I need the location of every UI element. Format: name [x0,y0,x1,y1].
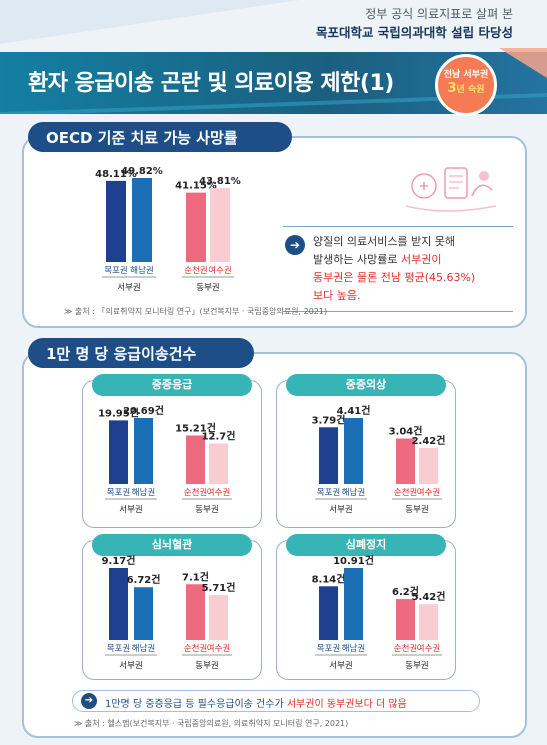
mortality-callout: ➔ 양질의 의료서비스를 받지 못해 발생하는 사망률로 서부권이 동부권은 물… [283,226,513,312]
group-label: 서부권 [117,282,140,293]
arrow-right-icon: ➔ [285,235,305,255]
bar-여수권 [209,595,228,640]
bar-해남권 [344,568,363,640]
value-label: 2.42건 [412,434,446,447]
value-label: 3.04건 [389,425,423,438]
value-label: 9.17건 [102,554,136,567]
category-label: 해남권 [132,487,155,498]
badge: 전남 서부권 3년 숙원 [435,54,497,116]
value-label: 5.42건 [412,590,446,603]
chart-title-cardio: 심뇌혈관 [92,534,252,556]
value-label: 48.11% [95,169,137,180]
value-label: 43.81% [199,176,241,187]
header: 정부 공식 의료지표로 살펴 본 목포대학교 국립의과대학 설립 타당성 [0,0,547,44]
category-label: 여수권 [207,643,230,654]
group-label: 서부권 [119,660,142,671]
category-label: 해남권 [130,265,153,276]
bar-목포권 [109,420,128,484]
value-label: 7.1건 [182,570,209,583]
bar-여수권 [419,447,438,484]
value-label: 8.14건 [312,572,346,585]
group-label: 동부권 [195,660,218,671]
bar-순천권 [186,584,205,640]
header-title: 목포대학교 국립의과대학 설립 타당성 [315,25,513,40]
chart-title-cardiac-arrest: 심폐정지 [286,534,446,556]
bar-목포권 [106,180,126,262]
category-label: 목포권 [104,265,127,276]
category-label: 여수권 [208,265,231,276]
value-label: 15.21건 [175,421,216,434]
category-label: 해남권 [342,643,365,654]
bar-여수권 [209,443,228,484]
value-label: 3.79건 [312,413,346,426]
transport-summary-note: ➔ 1만명 당 중증응급 등 필수응급이송 건수가 서부권이 동부권보다 더 많… [72,690,480,712]
badge-line2: 3년 숙원 [447,81,485,96]
category-label: 순천권 [394,643,417,654]
bar-순천권 [396,599,415,640]
bar-목포권 [319,586,338,640]
category-label: 순천권 [184,643,207,654]
group-label: 동부권 [405,660,428,671]
bar-순천권 [186,192,206,262]
bar-해남권 [344,418,363,484]
group-label: 서부권 [119,504,142,515]
arrow-right-icon: ➔ [81,693,97,709]
section-title-transport: 1만 명 당 응급이송건수 [28,338,254,368]
group-label: 서부권 [329,660,352,671]
page-title: 환자 응급이송 곤란 및 의료이용 제한(1) [28,71,394,96]
value-label: 20.69건 [123,404,164,417]
source-note-1: ≫ 출처 : 「의료취약지 모니터링 연구」(보건복지부 · 국립중앙의료원, … [64,307,328,316]
chart-title-severe-emergency: 중증응급 [92,374,252,396]
value-label: 10.91건 [333,554,374,567]
bar-목포권 [319,427,338,484]
badge-line1: 전남 서부권 [443,70,489,80]
group-label: 동부권 [405,504,428,515]
header-subtitle: 정부 공식 의료지표로 살펴 본 [365,7,513,21]
value-label: 4.41건 [337,404,371,417]
category-label: 여수권 [417,643,440,654]
value-label: 49.82% [121,166,163,177]
bar-여수권 [419,604,438,640]
category-label: 여수권 [207,487,230,498]
paper-plane-icon [499,48,547,78]
category-label: 순천권 [394,487,417,498]
bar-목포권 [109,568,128,640]
group-label: 동부권 [195,504,218,515]
bar-여수권 [210,188,230,262]
bar-순천권 [396,438,415,484]
value-label: 41.15% [175,181,217,192]
group-label: 동부권 [196,282,219,293]
group-label: 서부권 [329,504,352,515]
category-label: 목포권 [107,643,130,654]
category-label: 목포권 [107,487,130,498]
value-label: 6.72건 [127,573,161,586]
value-label: 12.7건 [202,429,236,442]
category-label: 목포권 [317,487,340,498]
category-label: 해남권 [342,487,365,498]
section-title-mortality: OECD 기준 치료 가능 사망률 [28,122,292,152]
bar-해남권 [134,587,153,640]
bar-해남권 [132,178,152,262]
chart-title-severe-trauma: 중증외상 [286,374,446,396]
category-label: 목포권 [317,643,340,654]
source-note-2: ≫ 출처 : 헬스맵(보건복지부 · 국립중앙의료원, 의료취약지 모니터링 연… [74,719,349,728]
category-label: 해남권 [132,643,155,654]
category-label: 순천권 [184,265,207,276]
category-label: 순천권 [184,487,207,498]
category-label: 여수권 [417,487,440,498]
medical-illustration-icon [405,167,497,212]
value-label: 5.71건 [202,581,236,594]
header-decoration [0,0,300,44]
bar-해남권 [134,418,153,484]
value-label: 19.95건 [98,406,139,419]
value-label: 6.2건 [392,585,419,598]
bar-순천권 [186,435,205,484]
